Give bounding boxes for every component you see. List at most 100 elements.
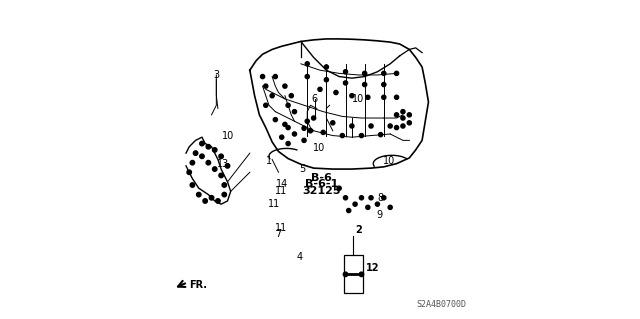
Text: 11: 11 (275, 186, 287, 197)
Circle shape (394, 126, 399, 130)
Circle shape (381, 83, 386, 87)
Circle shape (286, 142, 290, 145)
Circle shape (280, 135, 284, 139)
Circle shape (353, 202, 357, 206)
Circle shape (302, 126, 306, 130)
Circle shape (350, 124, 354, 128)
Circle shape (318, 87, 322, 92)
Text: 8: 8 (378, 193, 383, 203)
Circle shape (331, 121, 335, 125)
Circle shape (292, 110, 296, 114)
Circle shape (308, 129, 312, 133)
Circle shape (337, 186, 341, 190)
Circle shape (344, 81, 348, 85)
Text: 7: 7 (275, 229, 281, 240)
Circle shape (273, 118, 277, 122)
Text: 32125: 32125 (302, 186, 341, 197)
Circle shape (394, 95, 399, 100)
Text: 1: 1 (266, 156, 272, 166)
Text: 12: 12 (366, 263, 380, 273)
Circle shape (366, 95, 370, 100)
Circle shape (344, 196, 348, 200)
Circle shape (321, 130, 325, 135)
Circle shape (270, 94, 274, 98)
Circle shape (359, 272, 364, 277)
Circle shape (340, 134, 344, 138)
Text: 6: 6 (312, 94, 317, 104)
Circle shape (381, 71, 386, 76)
Circle shape (375, 202, 380, 206)
Circle shape (344, 70, 348, 74)
Circle shape (388, 205, 392, 210)
Bar (344, 255, 363, 293)
Circle shape (394, 113, 399, 117)
Circle shape (401, 110, 405, 114)
Text: 11: 11 (275, 223, 287, 233)
Text: 11: 11 (268, 199, 280, 209)
Circle shape (286, 103, 290, 107)
Circle shape (401, 116, 405, 120)
Circle shape (190, 160, 195, 165)
Circle shape (366, 205, 370, 210)
Circle shape (302, 138, 306, 142)
Text: 2: 2 (355, 225, 362, 235)
Circle shape (378, 133, 383, 137)
Circle shape (347, 209, 351, 212)
Circle shape (343, 272, 348, 277)
Circle shape (312, 116, 316, 120)
Circle shape (196, 192, 201, 197)
Circle shape (305, 62, 309, 66)
Circle shape (407, 113, 412, 117)
Circle shape (273, 74, 277, 79)
Text: 10: 10 (352, 94, 364, 104)
Circle shape (216, 199, 220, 203)
Circle shape (350, 94, 354, 98)
Circle shape (381, 95, 386, 100)
Circle shape (360, 134, 364, 138)
Text: 10: 10 (313, 143, 326, 153)
Circle shape (200, 141, 204, 146)
Text: 10: 10 (222, 130, 234, 141)
Circle shape (363, 71, 367, 76)
Circle shape (206, 145, 211, 149)
Circle shape (324, 78, 328, 82)
Circle shape (388, 124, 392, 128)
Circle shape (360, 196, 364, 200)
Text: 9: 9 (376, 210, 382, 220)
Circle shape (203, 199, 207, 203)
Circle shape (260, 74, 265, 79)
Text: 5: 5 (300, 164, 305, 174)
Text: 3: 3 (213, 70, 220, 80)
Circle shape (219, 173, 223, 178)
Circle shape (289, 94, 293, 98)
Text: FR.: FR. (189, 279, 207, 290)
Circle shape (324, 65, 328, 69)
Circle shape (292, 132, 296, 136)
Circle shape (369, 124, 373, 128)
Circle shape (286, 126, 290, 130)
Circle shape (264, 103, 268, 107)
Text: B-6: B-6 (311, 173, 332, 183)
Circle shape (369, 196, 373, 200)
Circle shape (219, 154, 223, 159)
Circle shape (193, 151, 198, 155)
Circle shape (212, 167, 217, 171)
Circle shape (283, 84, 287, 88)
Circle shape (401, 124, 405, 128)
Circle shape (206, 160, 211, 165)
Circle shape (225, 164, 230, 168)
Circle shape (394, 71, 399, 76)
Circle shape (363, 83, 367, 87)
Text: S2A4B0700D: S2A4B0700D (416, 300, 466, 309)
Circle shape (212, 148, 217, 152)
Circle shape (305, 74, 309, 79)
Circle shape (187, 170, 191, 174)
Text: 14: 14 (276, 179, 289, 189)
Circle shape (305, 119, 309, 123)
Circle shape (190, 183, 195, 187)
Text: 13: 13 (216, 159, 229, 169)
Circle shape (200, 154, 204, 159)
Circle shape (283, 122, 287, 127)
Circle shape (222, 192, 227, 197)
Text: 10: 10 (383, 156, 395, 166)
